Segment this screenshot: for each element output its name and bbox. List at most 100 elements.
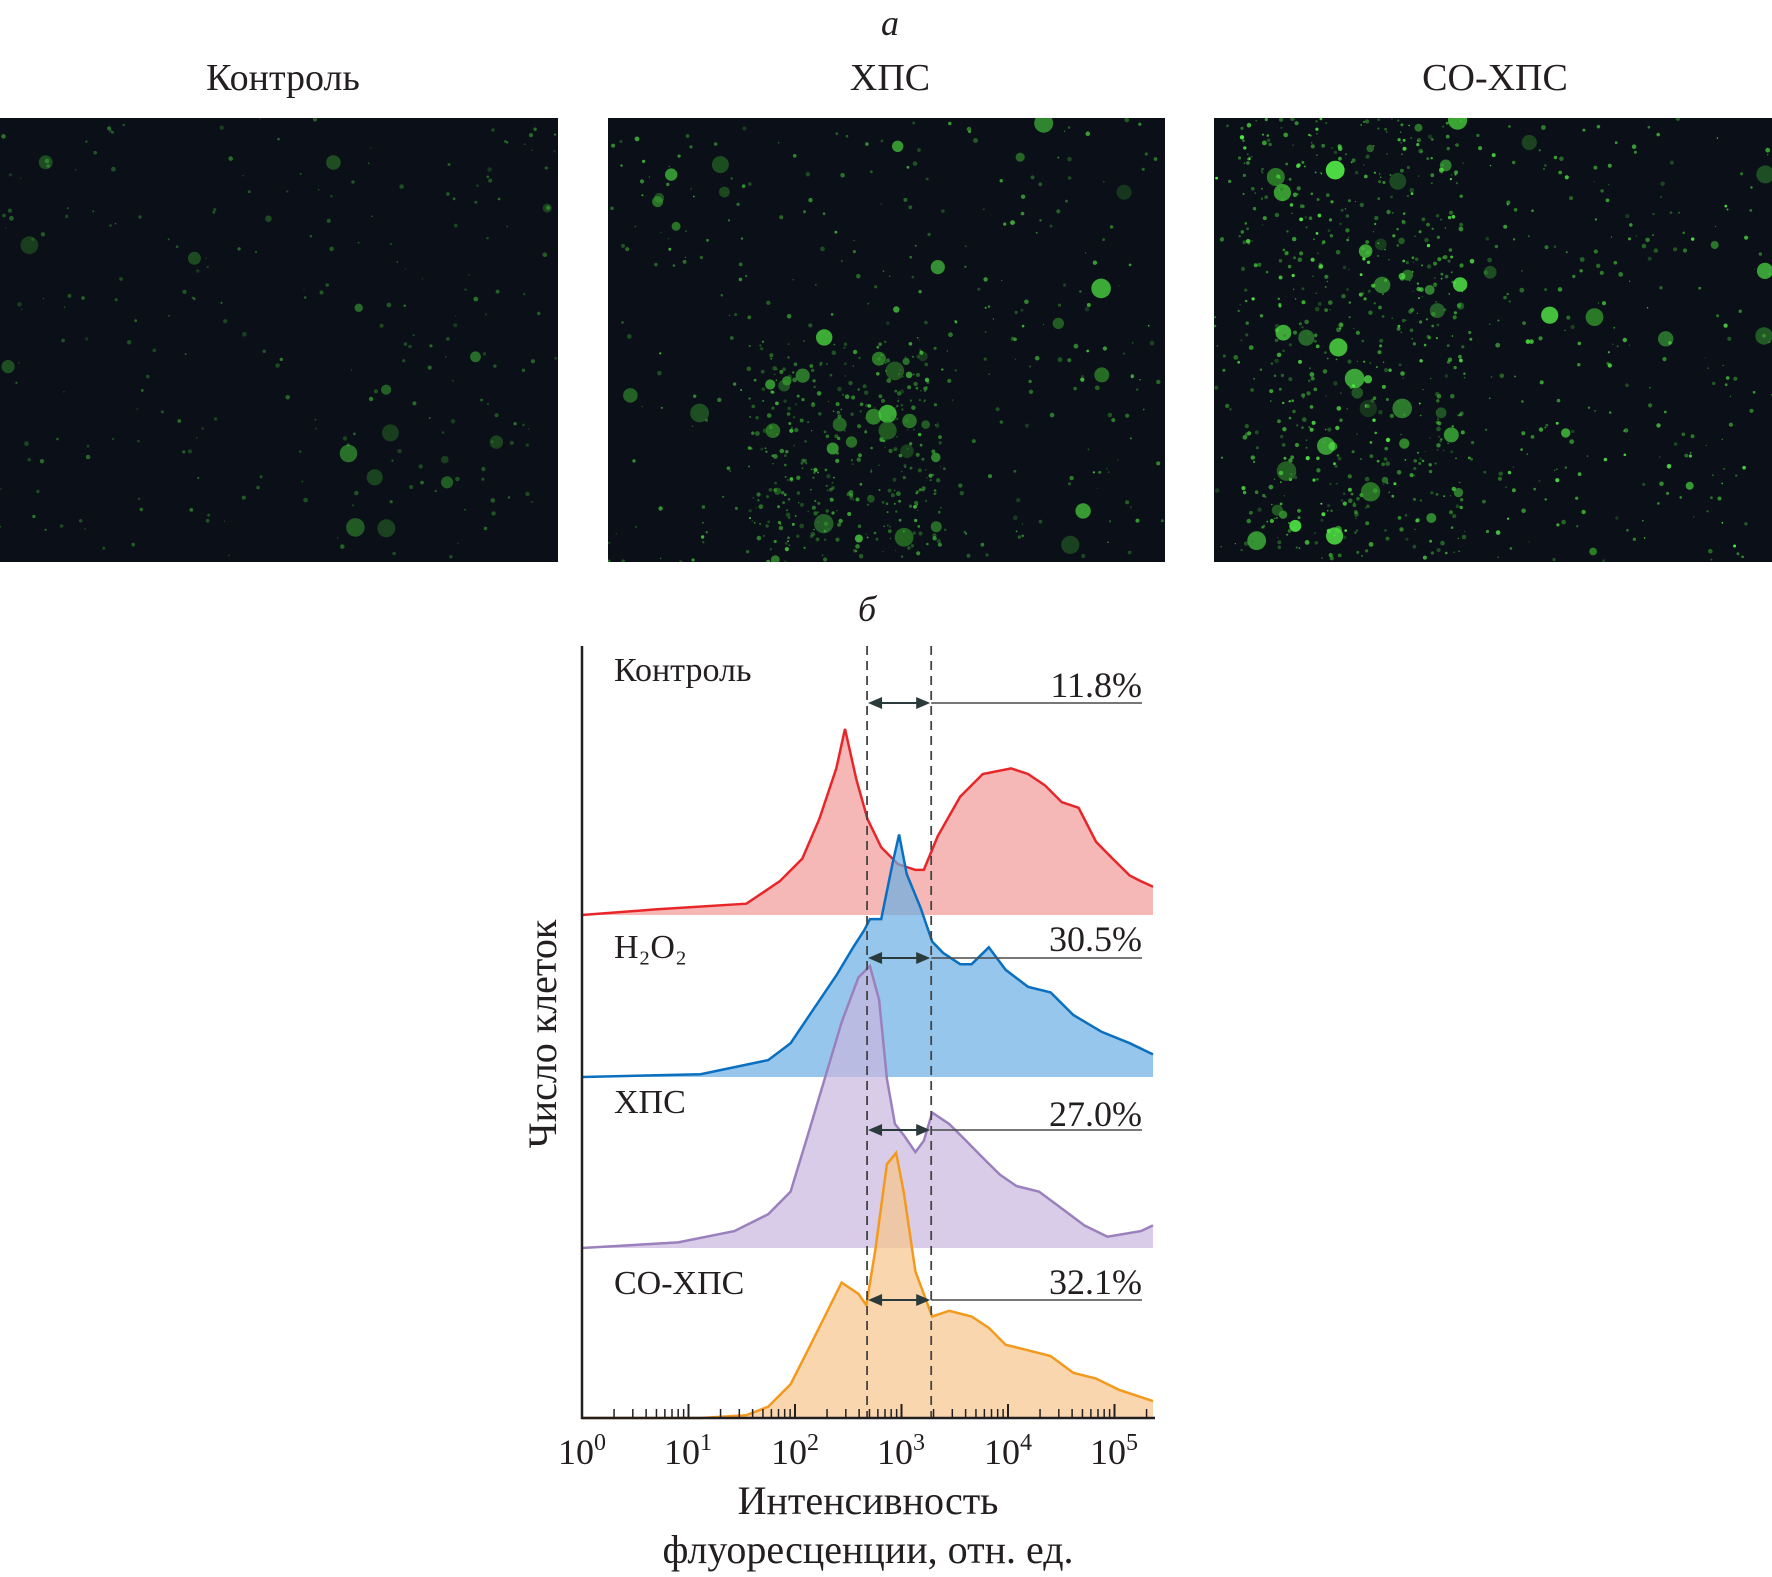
- fluorescent-cell: [783, 493, 787, 497]
- fluorescent-cell: [935, 423, 940, 428]
- fluorescent-cell: [1485, 529, 1490, 534]
- fluorescent-cell: [1309, 405, 1314, 409]
- fluorescent-cell: [931, 452, 941, 463]
- fluorescent-cell: [634, 525, 638, 528]
- fluorescent-cell: [1356, 529, 1359, 532]
- fluorescent-cell: [1278, 118, 1284, 122]
- fluorescent-cell: [829, 497, 834, 502]
- fluorescent-cell: [1296, 186, 1301, 191]
- fluorescent-cell: [228, 156, 233, 161]
- fluorescent-cell: [1390, 195, 1393, 199]
- fluorescent-cell: [1222, 354, 1226, 358]
- fluorescent-cell: [895, 417, 899, 421]
- fluorescent-cell: [1613, 326, 1616, 329]
- fluorescent-cell: [1413, 497, 1416, 501]
- fluorescent-cell: [1383, 457, 1388, 461]
- fluorescent-cell: [312, 118, 318, 122]
- fluorescent-cell: [1408, 124, 1410, 127]
- fluorescent-cell: [1344, 208, 1347, 210]
- fluorescent-cell: [1301, 326, 1304, 329]
- fluorescent-cell: [1712, 474, 1714, 476]
- fluorescent-cell: [486, 402, 490, 406]
- fluorescent-cell: [1092, 260, 1098, 265]
- fluorescent-cell: [486, 175, 490, 179]
- fluorescent-cell: [441, 476, 454, 489]
- fluorescent-cell: [1243, 146, 1247, 150]
- fluorescent-cell: [0, 525, 1, 528]
- fluorescent-cell: [530, 359, 535, 364]
- fluorescent-cell: [1125, 413, 1130, 418]
- fluorescent-cell: [1623, 453, 1627, 457]
- fluorescent-cell: [938, 441, 942, 445]
- fluorescent-cell: [608, 559, 611, 562]
- fluorescent-cell: [740, 237, 744, 240]
- fluorescent-cell: [483, 526, 488, 531]
- fluorescent-cell: [1381, 384, 1386, 389]
- fluorescent-cell: [916, 490, 919, 494]
- fluorescent-cell: [766, 559, 771, 562]
- fluorescent-cell: [1668, 341, 1672, 345]
- fluorescent-cell: [1237, 156, 1242, 160]
- fluorescent-cell: [1317, 302, 1322, 306]
- fluorescent-cell: [1301, 300, 1306, 305]
- fluorescent-cell: [480, 398, 484, 402]
- fluorescent-cell: [803, 210, 806, 214]
- fluorescent-cell: [819, 361, 823, 365]
- fluorescent-cell: [1416, 282, 1419, 285]
- fluorescent-cell: [1440, 272, 1444, 276]
- fluorescent-cell: [1556, 468, 1558, 470]
- fluorescent-cell: [1314, 171, 1317, 174]
- fluorescent-cell: [1276, 353, 1281, 357]
- fluorescent-cell: [1073, 343, 1079, 349]
- fluorescent-cell: [1386, 482, 1389, 485]
- fluorescent-cell: [874, 285, 878, 289]
- fluorescent-cell: [1142, 408, 1145, 411]
- fluorescent-cell: [822, 212, 826, 216]
- fluorescent-cell: [1297, 516, 1301, 520]
- fluorescent-cell: [488, 178, 493, 183]
- fluorescent-cell: [1141, 167, 1145, 171]
- fluorescent-cell: [843, 346, 846, 349]
- fluorescent-cell: [1326, 357, 1329, 360]
- fluorescent-cell: [984, 331, 987, 333]
- fluorescent-cell: [917, 148, 921, 152]
- fluorescent-cell: [1130, 374, 1135, 378]
- fluorescent-cell: [1310, 376, 1315, 381]
- fluorescent-cell: [1569, 439, 1575, 445]
- fluorescent-cell: [773, 366, 778, 371]
- fluorescent-cell: [1266, 168, 1285, 186]
- fluorescent-cell: [825, 434, 830, 439]
- fluorescent-cell: [1448, 510, 1454, 515]
- fluorescent-cell: [1405, 261, 1409, 265]
- fluorescent-cell: [1297, 508, 1301, 513]
- fluorescent-cell: [1641, 243, 1647, 249]
- fluorescent-cell: [885, 502, 889, 506]
- fluorescent-cell: [1397, 138, 1401, 142]
- fluorescent-cell: [1577, 363, 1581, 367]
- fluorescent-cell: [885, 370, 887, 372]
- photo-title-control: Контроль: [206, 57, 360, 99]
- fluorescent-cell: [1436, 548, 1441, 553]
- fluorescent-cell: [1063, 283, 1067, 287]
- fluorescent-cell: [1262, 524, 1266, 528]
- fluorescent-cell: [898, 453, 903, 458]
- fluorescent-cell: [1248, 345, 1254, 350]
- fluorescent-cell: [758, 504, 764, 509]
- fluorescent-cell: [1130, 506, 1132, 508]
- fluorescent-cell: [983, 357, 987, 361]
- fluorescent-cell: [1385, 131, 1388, 133]
- fluorescent-cell: [325, 283, 330, 287]
- fluorescent-cell: [1467, 456, 1471, 460]
- fluorescent-cell: [702, 541, 705, 544]
- fluorescent-cell: [924, 362, 929, 367]
- fluorescent-cell: [747, 315, 752, 320]
- fluorescent-cell: [1431, 324, 1435, 328]
- fluorescent-cell: [1564, 329, 1566, 332]
- fluorescent-cell: [924, 390, 926, 393]
- fluorescent-cell: [1369, 362, 1371, 364]
- fluorescent-cell: [357, 241, 360, 244]
- fluorescent-cell: [867, 302, 870, 305]
- fluorescent-cell: [1682, 231, 1685, 235]
- fluorescent-cell: [1296, 424, 1299, 427]
- fluorescent-cell: [1297, 257, 1303, 262]
